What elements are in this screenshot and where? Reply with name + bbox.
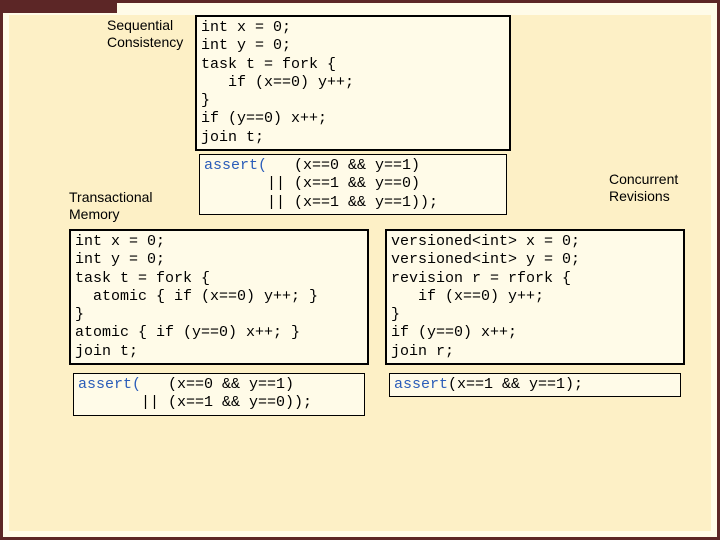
slide-canvas: Sequential Consistency int x = 0; int y … <box>9 15 711 531</box>
label-concurrent-revisions: Concurrent Revisions <box>609 171 709 205</box>
cr-assert-box: assert(x==1 && y==1); <box>389 373 681 397</box>
assert-kw: assert( <box>204 157 294 174</box>
code-text: int x = 0; int y = 0; task t = fork { at… <box>75 233 318 360</box>
code-text: versioned<int> x = 0; versioned<int> y =… <box>391 233 580 360</box>
assert-line: || (x==1 && y==0) <box>204 175 420 192</box>
label-sequential-consistency: Sequential Consistency <box>107 17 197 51</box>
assert-line: (x==1 && y==1); <box>448 376 583 393</box>
tm-assert-box: assert( (x==0 && y==1) || (x==1 && y==0)… <box>73 373 365 416</box>
assert-line: || (x==1 && y==0)); <box>78 394 312 411</box>
seq-assert-box: assert( (x==0 && y==1) || (x==1 && y==0)… <box>199 154 507 215</box>
assert-kw: assert <box>394 376 448 393</box>
label-transactional-memory: Transactional Memory <box>69 189 179 223</box>
tm-code-box: int x = 0; int y = 0; task t = fork { at… <box>69 229 369 365</box>
label-text: Sequential Consistency <box>107 17 183 50</box>
seq-code-box: int x = 0; int y = 0; task t = fork { if… <box>195 15 511 151</box>
label-text: Concurrent Revisions <box>609 171 678 204</box>
assert-line: || (x==1 && y==1)); <box>204 194 438 211</box>
assert-kw: assert( <box>78 376 168 393</box>
assert-line: (x==0 && y==1) <box>168 376 294 393</box>
code-text: int x = 0; int y = 0; task t = fork { if… <box>201 19 354 146</box>
label-text: Transactional Memory <box>69 189 153 222</box>
assert-line: (x==0 && y==1) <box>294 157 420 174</box>
cr-code-box: versioned<int> x = 0; versioned<int> y =… <box>385 229 685 365</box>
